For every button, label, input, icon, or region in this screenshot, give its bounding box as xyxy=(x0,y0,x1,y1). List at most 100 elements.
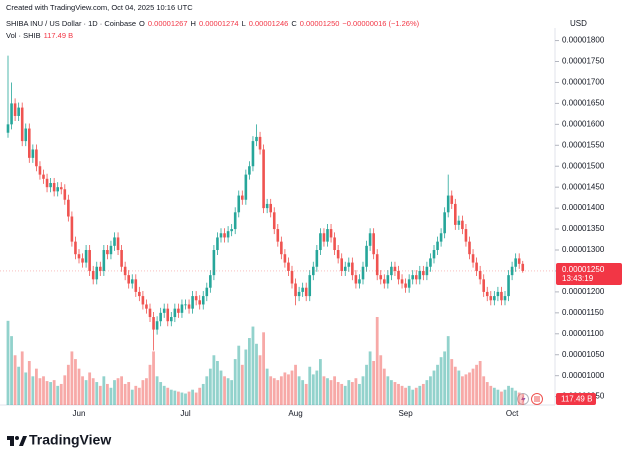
volume-bar xyxy=(10,336,13,405)
volume-bar xyxy=(365,364,368,405)
candle-body xyxy=(258,136,262,150)
volume-bar xyxy=(276,380,280,405)
candle-body xyxy=(52,182,56,192)
volume-bar xyxy=(31,376,35,405)
symbol: SHIBA INU / US Dollar · 1D · Coinbase xyxy=(6,19,137,28)
volume-bar xyxy=(13,355,17,405)
flag-lines xyxy=(534,396,540,402)
logo: TradingView xyxy=(7,432,111,448)
volume-bar xyxy=(439,357,443,405)
volume-bar xyxy=(287,374,290,405)
volume-bar xyxy=(315,370,319,405)
volume-bar xyxy=(354,378,358,405)
candle-body xyxy=(390,266,393,276)
volume-bar xyxy=(226,378,230,405)
volume-bar xyxy=(489,385,493,405)
candle-body xyxy=(272,212,276,230)
l-label: L xyxy=(241,19,246,28)
y-tick-label: 0.00001550 xyxy=(562,140,605,149)
candle-body xyxy=(454,203,457,225)
volume-bar xyxy=(333,376,336,405)
candle-body xyxy=(517,258,521,264)
candle-body xyxy=(209,275,212,288)
volume-bar xyxy=(301,380,305,405)
candle-body xyxy=(276,229,280,242)
volume-bar xyxy=(468,372,471,405)
candle-body xyxy=(496,291,500,297)
volume-bar xyxy=(201,383,205,405)
candle-body xyxy=(134,279,138,292)
indicator-icons xyxy=(517,393,543,405)
volume-bar xyxy=(386,376,390,405)
volume-bar xyxy=(205,376,209,405)
volume-bar xyxy=(59,383,63,405)
candle-body xyxy=(226,231,230,238)
candle-body xyxy=(294,283,297,297)
candle-body xyxy=(485,291,489,297)
volume-bar xyxy=(45,381,49,405)
candle-body xyxy=(49,182,52,188)
volume-bar xyxy=(450,359,454,405)
candle-body xyxy=(450,195,454,204)
volume-bar xyxy=(49,382,52,405)
candle-body xyxy=(329,229,333,238)
volume-bar xyxy=(223,376,226,405)
candle-body xyxy=(205,287,209,297)
y-tick-label: 0.00001350 xyxy=(562,224,605,233)
candle-body xyxy=(212,250,216,276)
candle-body xyxy=(489,296,493,301)
candle-body xyxy=(372,233,375,255)
volume-bar xyxy=(382,368,386,405)
volume-bar xyxy=(329,380,333,405)
candle-body xyxy=(223,233,226,238)
volume-bar xyxy=(514,390,518,405)
candle-body xyxy=(201,296,205,305)
candle-body xyxy=(351,262,354,276)
c-label: C xyxy=(291,19,297,28)
candle-body xyxy=(478,270,482,280)
candle-body xyxy=(269,203,272,213)
candle-body xyxy=(10,103,13,125)
logo-mark xyxy=(7,436,14,446)
volume-bar xyxy=(159,382,163,405)
volume-bar xyxy=(322,376,326,405)
volume-bar xyxy=(20,351,24,405)
y-tick-label: 0.00001700 xyxy=(562,78,605,87)
change: −0.00000016 (−1.26%) xyxy=(342,19,420,28)
x-tick-label: Aug xyxy=(288,409,302,418)
candle-body xyxy=(63,189,67,200)
candle-body xyxy=(500,291,503,301)
y-tick-label: 0.00001100 xyxy=(562,329,604,338)
candle-body xyxy=(56,187,59,192)
candle-body xyxy=(446,195,450,213)
candle-body xyxy=(123,266,127,276)
volume-bar xyxy=(42,376,45,405)
volume-bar xyxy=(485,382,489,405)
candle-body xyxy=(70,216,74,242)
volume-bar xyxy=(109,387,113,405)
candle-body xyxy=(475,262,478,271)
candle-body xyxy=(336,250,340,259)
candle-body xyxy=(28,128,31,158)
candle-body xyxy=(141,296,145,305)
volume-bar xyxy=(393,382,397,405)
volume-bar xyxy=(102,376,106,405)
volume-bar xyxy=(70,351,74,405)
candle-body xyxy=(333,237,336,251)
candle-body xyxy=(130,279,134,284)
y-tick-label: 0.00001200 xyxy=(562,287,605,296)
volume-bar xyxy=(113,380,116,405)
volume-bar xyxy=(336,382,340,405)
volume-bar xyxy=(180,392,184,405)
volume-bar xyxy=(443,351,447,405)
vol-title: Vol · SHIB xyxy=(6,31,41,40)
candle-body xyxy=(177,308,180,313)
volume-bar xyxy=(517,392,521,405)
volume-bar xyxy=(17,366,21,405)
volume-bar xyxy=(251,326,255,405)
candle-body xyxy=(308,275,312,297)
candle-body xyxy=(287,262,290,271)
volume-bar xyxy=(272,378,276,405)
candle-body xyxy=(411,275,414,280)
